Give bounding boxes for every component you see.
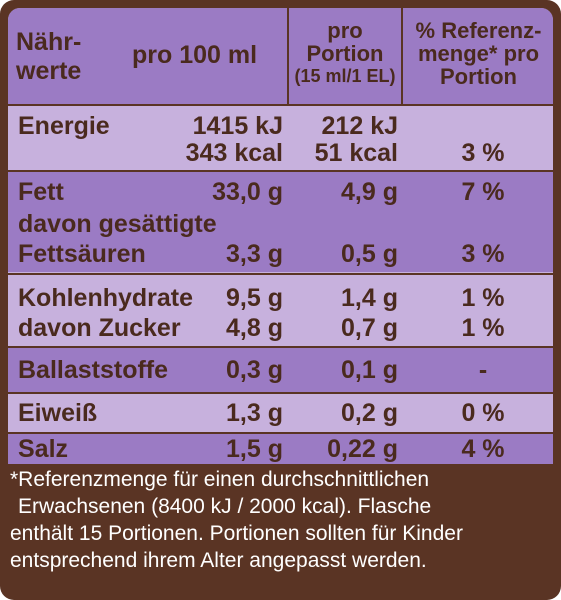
value-per-100ml: 1415 kJ bbox=[192, 112, 283, 140]
value-per-portion: 51 kcal bbox=[314, 139, 398, 167]
value-per-portion: 4,9 g bbox=[341, 178, 398, 206]
row-ballaststoffe bbox=[8, 348, 553, 392]
footnote-line: entsprechend ihrem Alter angepasst werde… bbox=[10, 549, 427, 572]
row-energie bbox=[8, 106, 553, 169]
header-reference-line: Portion bbox=[440, 64, 517, 89]
value-per-100ml: 9,5 g bbox=[226, 284, 283, 312]
value-reference: 3 % bbox=[461, 240, 505, 268]
value-reference: 4 % bbox=[461, 435, 505, 463]
value-per-100ml: 33,0 g bbox=[212, 178, 283, 206]
row-fett bbox=[8, 172, 553, 272]
row-divider bbox=[8, 273, 553, 275]
column-divider bbox=[287, 8, 289, 106]
header-nutrients: Nähr- werte bbox=[16, 28, 81, 86]
header-reference-line: % Referenz- bbox=[415, 18, 542, 43]
nutrition-table: Nähr- werte pro 100 ml pro Portion (15 m… bbox=[8, 8, 553, 464]
value-per-100ml: 343 kcal bbox=[185, 139, 283, 167]
value-per-100ml: 1,3 g bbox=[226, 399, 283, 427]
value-reference: 3 % bbox=[461, 139, 505, 167]
nutrient-label: davon gesättigte bbox=[18, 210, 217, 238]
nutrient-label: Energie bbox=[18, 112, 110, 140]
header-per-portion-line: (15 ml/1 EL) bbox=[294, 66, 396, 86]
nutrient-label: Kohlenhydrate bbox=[18, 284, 194, 312]
row-kohlenhydrate bbox=[8, 275, 553, 346]
value-per-portion: 0,2 g bbox=[341, 399, 398, 427]
value-reference: 1 % bbox=[461, 314, 505, 342]
header-reference-line: menge* pro bbox=[417, 41, 540, 66]
header-nutrients-line: werte bbox=[16, 57, 82, 85]
value-per-portion: 1,4 g bbox=[341, 284, 398, 312]
column-divider bbox=[401, 8, 403, 106]
nutrient-label: davon Zucker bbox=[18, 314, 181, 342]
row-divider bbox=[8, 170, 553, 172]
header-nutrients-line: Nähr- bbox=[16, 28, 82, 56]
header-band bbox=[8, 8, 553, 106]
value-per-100ml: 3,3 g bbox=[226, 240, 283, 268]
nutrient-label: Salz bbox=[18, 435, 69, 463]
value-per-portion: 0,1 g bbox=[341, 356, 398, 384]
footnote-line: enthält 15 Portionen. Portionen sollten … bbox=[10, 522, 463, 545]
row-divider bbox=[8, 104, 553, 106]
header-per-portion-line: Portion bbox=[306, 41, 384, 66]
row-divider bbox=[8, 346, 553, 348]
row-divider bbox=[8, 432, 553, 434]
value-per-100ml: 0,3 g bbox=[226, 356, 283, 384]
nutrient-label: Eiweiß bbox=[18, 399, 98, 427]
value-per-100ml: 1,5 g bbox=[226, 435, 283, 463]
value-per-100ml: 4,8 g bbox=[226, 314, 283, 342]
row-eiweiss bbox=[8, 394, 553, 432]
value-reference: 1 % bbox=[461, 284, 505, 312]
header-per-portion-line: pro bbox=[327, 18, 363, 43]
nutrient-label: Fettsäuren bbox=[18, 240, 146, 268]
value-reference: - bbox=[478, 356, 488, 384]
footnote-line: Erwachsenen (8400 kJ / 2000 kcal). Flasc… bbox=[18, 495, 432, 518]
footnote-line: *Referenzmenge für einen durchschnittlic… bbox=[10, 468, 430, 491]
header-per-portion: pro Portion (15 ml/1 EL) bbox=[291, 19, 399, 88]
header-per-100ml: pro 100 ml bbox=[132, 41, 258, 69]
row-salz bbox=[8, 434, 553, 464]
row-divider bbox=[8, 392, 553, 394]
value-reference: 7 % bbox=[461, 178, 505, 206]
value-per-portion: 0,7 g bbox=[341, 314, 398, 342]
nutrient-label: Ballaststoffe bbox=[18, 356, 169, 384]
footnote: *Referenzmenge für einen durchschnittlic… bbox=[10, 466, 551, 574]
nutrient-label: Fett bbox=[18, 178, 64, 206]
value-per-portion: 0,22 g bbox=[327, 435, 398, 463]
value-per-portion: 0,5 g bbox=[341, 240, 398, 268]
value-per-portion: 212 kJ bbox=[321, 112, 398, 140]
header-reference: % Referenz- menge* pro Portion bbox=[404, 19, 553, 88]
value-reference: 0 % bbox=[461, 399, 505, 427]
